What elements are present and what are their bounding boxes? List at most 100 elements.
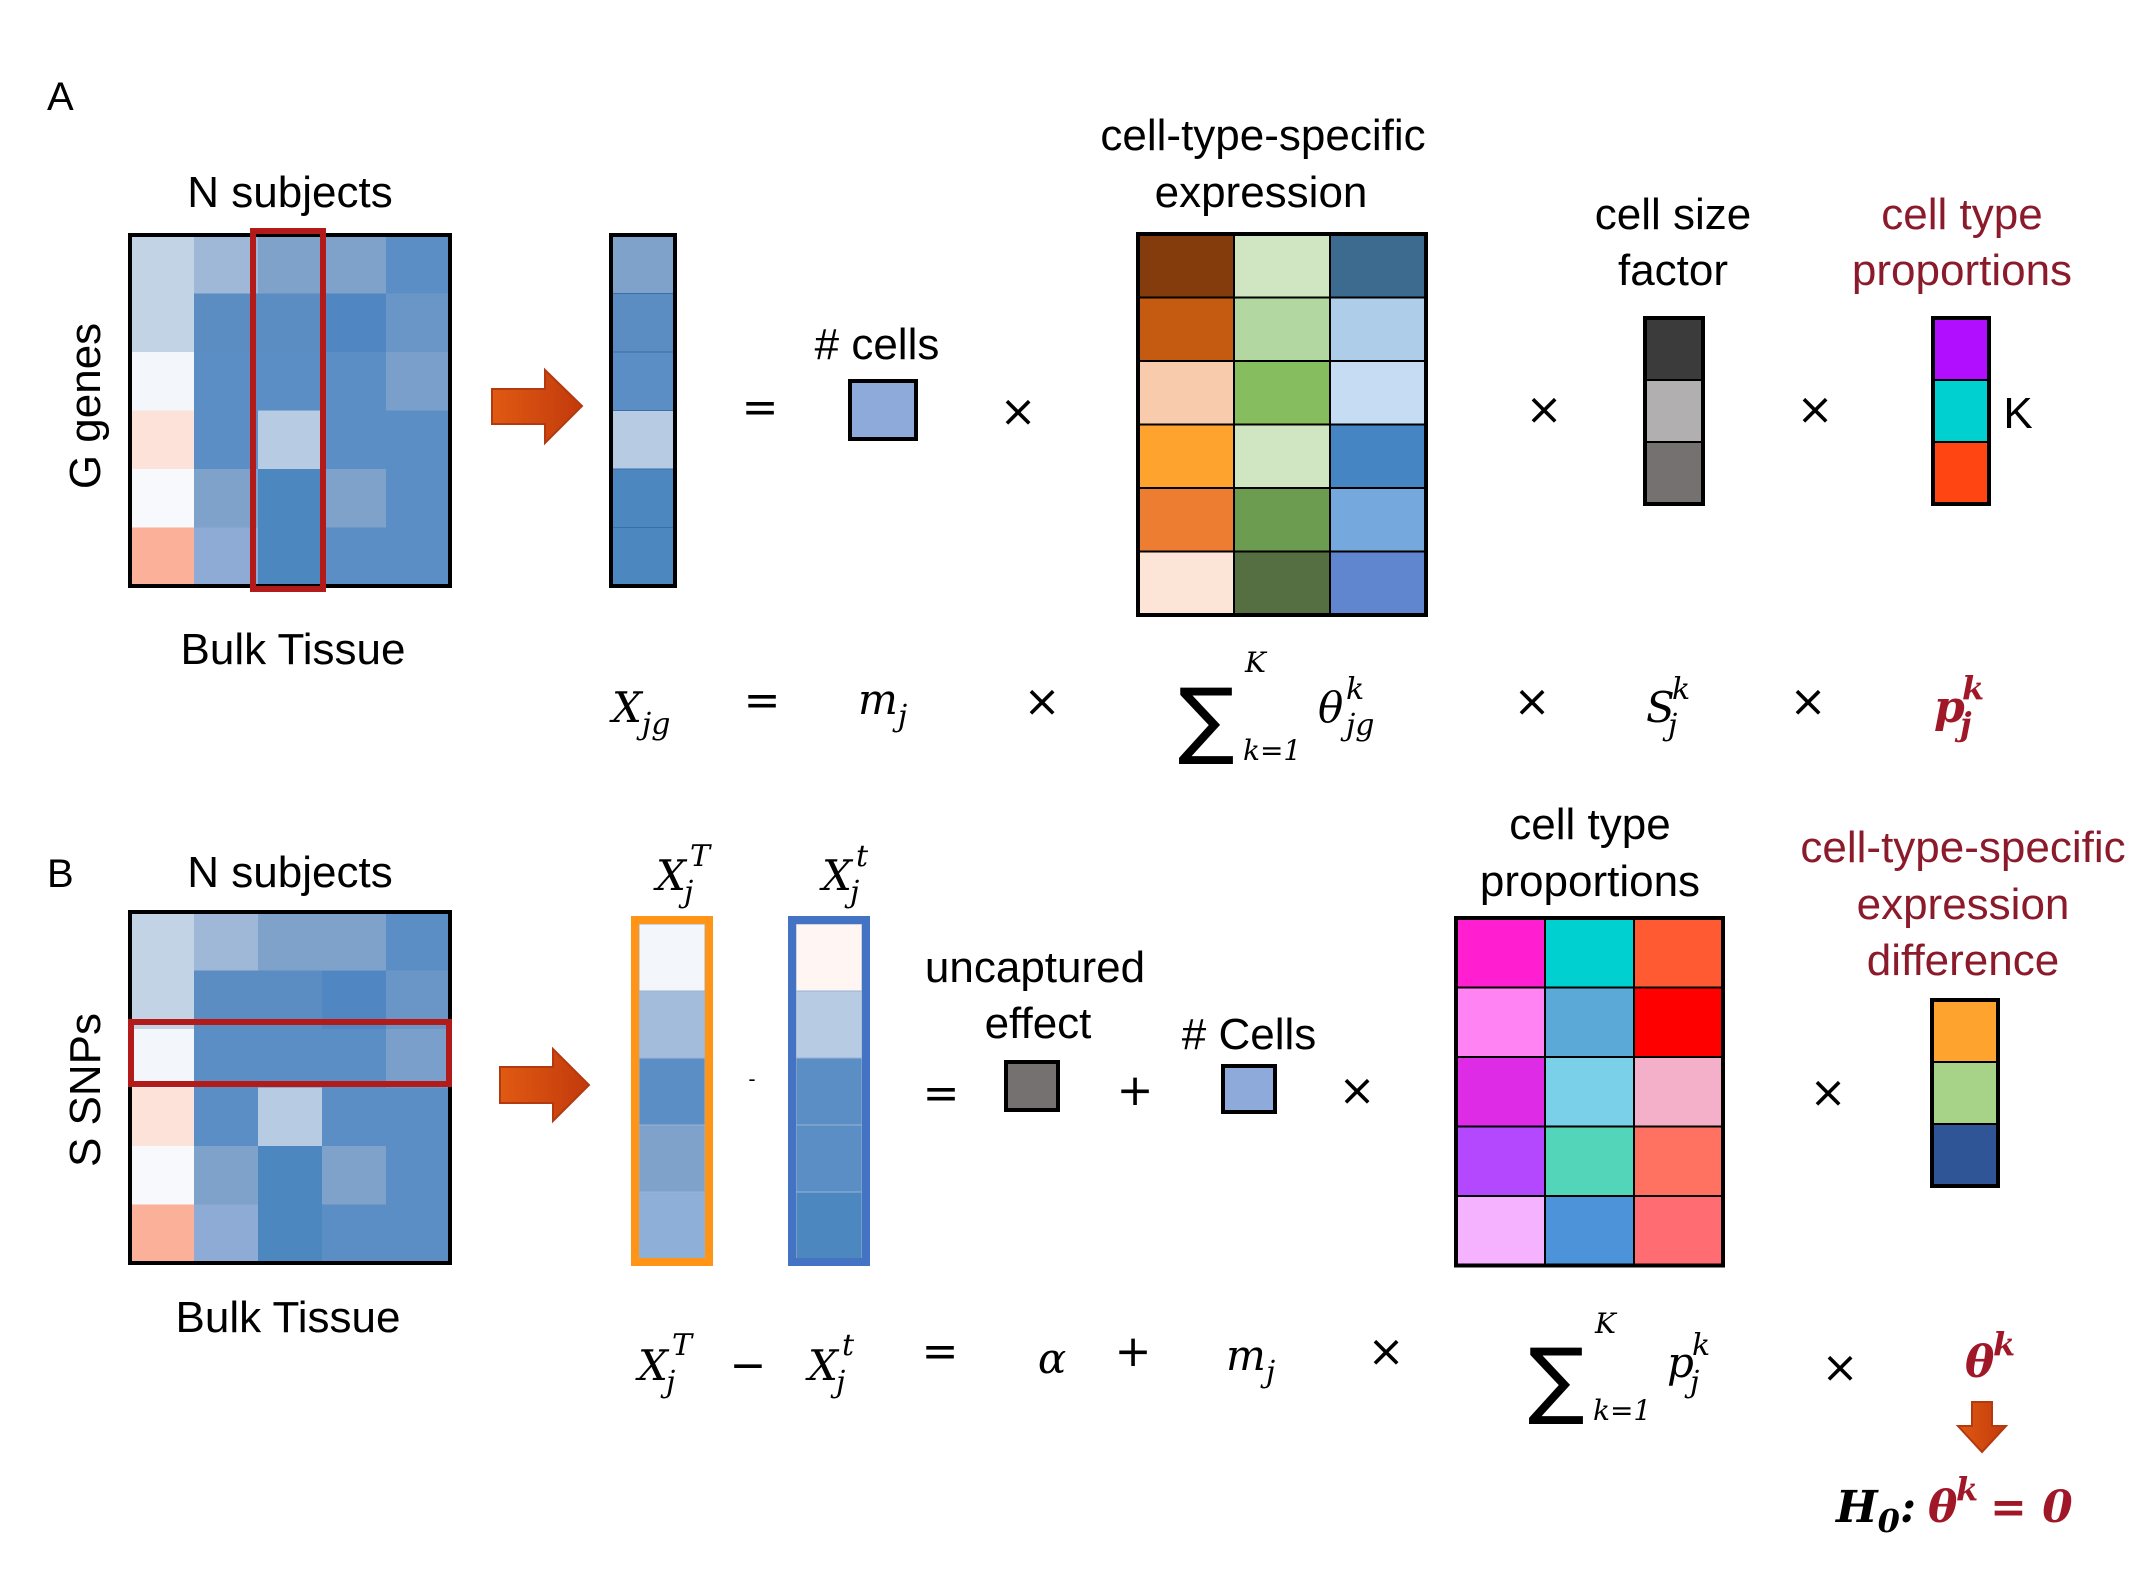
panel-b-eq-plus: + (1115, 1326, 1152, 1377)
panel-a-cts-matrix-cell (1137, 487, 1235, 553)
panel-a-cts-matrix-cell (1137, 233, 1235, 299)
panel-a-bulk-matrix-cell (194, 352, 258, 411)
svg-text:S: S (1646, 683, 1675, 732)
panel-a-bulk-matrix-cell (322, 410, 386, 469)
panel-b-difference-column-cell (1931, 1123, 1999, 1187)
panel-b-difference-column-cell (1931, 999, 1999, 1063)
svg-text:t: t (842, 1328, 855, 1363)
panel-a-bulk-matrix-cell (130, 527, 194, 586)
panel-a-bulk-matrix-cell (386, 235, 450, 294)
svg-text:p: p (1934, 682, 1965, 733)
panel-b-matrix-side-label: S SNPs (61, 1013, 110, 1167)
panel-b-bulk-matrix-cell (194, 1029, 258, 1088)
panel-b-eq-minus: − (730, 1340, 767, 1391)
svg-text:k: k (1962, 669, 1984, 707)
panel-b-bulk-matrix-cell (194, 1146, 258, 1205)
panel-b-diff-label-line1: cell-type-specific (1800, 823, 2125, 872)
panel-b-proportion-matrix-cell (1455, 1195, 1546, 1267)
panel-a-bulk-matrix-cell (322, 469, 386, 528)
panel-b-proportion-matrix-cell (1544, 1056, 1635, 1128)
panel-a-bulk-matrix (128, 233, 452, 588)
panel-a-bulk-matrix-cell (194, 527, 258, 586)
panel-a-bulk-matrix-cell (322, 352, 386, 411)
panel-b-ncells-box (1221, 1064, 1277, 1114)
panel-a-prop-label-line1: cell type (1881, 190, 2042, 239)
panel-a-cts-matrix-cell (1137, 360, 1235, 426)
panel-b-xT-column-cell (638, 1191, 706, 1260)
panel-a-cell-size-column-border (1643, 316, 1705, 506)
panel-a-bulk-matrix-cell (258, 293, 322, 352)
panel-b-col2-label: X (819, 851, 854, 900)
panel-a-eq-sum-lower: k=1 (1243, 734, 1301, 767)
panel-b-proportion-matrix-cell (1633, 1056, 1724, 1128)
svg-text:k: k (1993, 1325, 2015, 1363)
panel-a-cts-matrix-cell (1329, 296, 1427, 362)
panel-a-expression-column-border (609, 233, 677, 588)
panel-a-bulk-matrix-cell (130, 469, 194, 528)
panel-a-expression-column-cell (610, 527, 676, 587)
panel-a-cts-matrix-cell (1137, 296, 1235, 362)
panel-b-bulk-matrix-cell (130, 1204, 194, 1263)
panel-a-cts-matrix-cell (1137, 550, 1235, 616)
panel-b-plus: + (1117, 1065, 1154, 1116)
svg-text:k: k (1692, 1328, 1710, 1363)
panel-b-uncaptured-box (1004, 1060, 1060, 1112)
panel-b-difference-column-cell (1931, 1061, 1999, 1125)
panel-b-bulk-matrix-cell (258, 912, 322, 971)
panel-a-bulk-matrix-cell (258, 410, 322, 469)
svg-text:θ: θ (1928, 1482, 1958, 1533)
panel-a-bulk-matrix-cell (130, 235, 194, 294)
panel-b-prop-label-line2: proportions (1480, 857, 1700, 906)
panel-b-proportion-matrix (1454, 916, 1725, 1268)
panel-a-expression-column-cell (610, 410, 676, 470)
panel-b-letter: B (47, 852, 74, 896)
panel-b-bulk-matrix-cell (258, 1029, 322, 1088)
panel-b-xT-column-cell (638, 1124, 706, 1193)
panel-a-size-label-line2: factor (1618, 246, 1728, 295)
panel-b-bulk-matrix-cell (258, 1204, 322, 1263)
panel-b-proportion-matrix-cell (1455, 1056, 1546, 1128)
panel-a-bulk-matrix-cell (194, 235, 258, 294)
panel-b-bulk-matrix-cell (386, 1204, 450, 1263)
panel-a-letter: A (47, 75, 74, 119)
panel-a-eq-sum: ∑ (1178, 670, 1235, 768)
panel-a-cts-matrix-cell (1233, 360, 1331, 426)
panel-a-selected-column-highlight (250, 228, 326, 592)
panel-b-null-hypothesis: H0: θ k = 0 (1834, 1470, 2073, 1540)
panel-b-xt-column-cell (795, 990, 863, 1059)
svg-text:X: X (635, 1341, 670, 1390)
panel-b-bulk-matrix-cell (130, 912, 194, 971)
panel-a-bulk-matrix-cell (322, 293, 386, 352)
panel-a-cts-label-line2: expression (1155, 168, 1368, 217)
panel-b-difference-column (1930, 998, 2000, 1188)
panel-a-eq-times-3: × (1790, 676, 1827, 727)
panel-b-uncaptured-label-line2: effect (985, 999, 1092, 1048)
panel-a-bulk-matrix-cell (258, 352, 322, 411)
panel-b-times-1: × (1339, 1065, 1376, 1116)
panel-a-matrix-title: N subjects (187, 168, 392, 217)
panel-a-bulk-matrix-cell (322, 527, 386, 586)
panel-a-cts-matrix-cell (1329, 423, 1427, 489)
panel-a-size-label-line1: cell size (1595, 190, 1752, 239)
panel-b-xt-column-cell (795, 1124, 863, 1193)
panel-a-cts-matrix-cell (1329, 550, 1427, 616)
panel-a-bulk-matrix-cell (130, 293, 194, 352)
panel-b-proportion-matrix-cell (1633, 986, 1724, 1058)
panel-b-arrow-icon (499, 1046, 591, 1124)
svg-text:p: p (1667, 1338, 1694, 1387)
panel-b-proportion-matrix-cell (1455, 1125, 1546, 1197)
panel-b-bulk-matrix-cell (130, 1029, 194, 1088)
panel-a-times-3: × (1797, 384, 1834, 435)
panel-b-bulk-matrix-cell (386, 912, 450, 971)
panel-b-xT-column-cell (638, 923, 706, 992)
panel-a-cts-matrix-cell (1233, 550, 1331, 616)
panel-a-expression-column-cell (610, 293, 676, 353)
panel-b-eq-equals: = (922, 1326, 959, 1377)
panel-a-cts-matrix-cell (1233, 296, 1331, 362)
panel-b-eq-times-1: × (1368, 1326, 1405, 1377)
panel-a-times-1: × (1000, 386, 1037, 437)
panel-b-eq-alpha: α (1038, 1334, 1066, 1383)
panel-a-proportion-column-cell (1932, 317, 1990, 381)
svg-text:mj: mj (858, 675, 907, 734)
panel-a-cell-size-column-cell (1644, 317, 1704, 381)
